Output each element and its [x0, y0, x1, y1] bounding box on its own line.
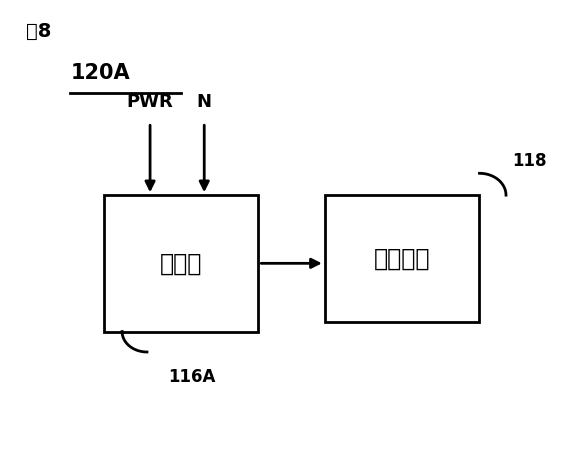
- Text: 図8: 図8: [26, 22, 52, 41]
- Text: 通信装置: 通信装置: [374, 247, 430, 271]
- Text: 120A: 120A: [71, 63, 130, 83]
- Text: N: N: [197, 93, 211, 111]
- FancyBboxPatch shape: [104, 195, 259, 332]
- Text: 116A: 116A: [168, 368, 215, 386]
- FancyBboxPatch shape: [325, 195, 480, 322]
- Text: PWR: PWR: [127, 93, 173, 111]
- Text: 監視部: 監視部: [160, 251, 202, 275]
- Text: 118: 118: [513, 152, 547, 170]
